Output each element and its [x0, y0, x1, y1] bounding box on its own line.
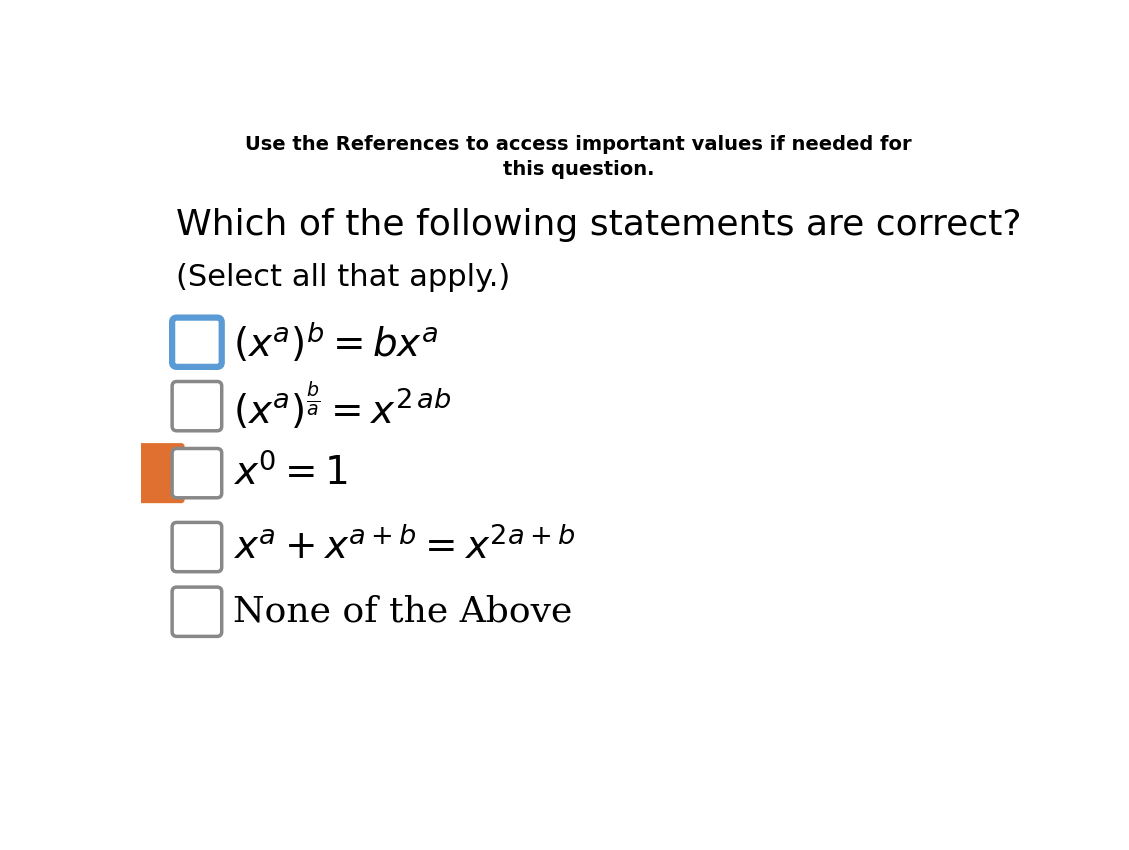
- Text: $x^0 = 1$: $x^0 = 1$: [233, 453, 348, 493]
- Text: Use the References to access important values if needed for: Use the References to access important v…: [245, 135, 912, 154]
- FancyBboxPatch shape: [172, 382, 221, 431]
- Text: (Select all that apply.): (Select all that apply.): [176, 263, 510, 292]
- FancyBboxPatch shape: [172, 318, 221, 367]
- Text: $(x^a)^b = bx^a$: $(x^a)^b = bx^a$: [233, 320, 438, 365]
- Text: $x^a + x^{a+b} = x^{2a+b}$: $x^a + x^{a+b} = x^{2a+b}$: [233, 527, 575, 567]
- FancyBboxPatch shape: [172, 523, 221, 572]
- Text: Which of the following statements are correct?: Which of the following statements are co…: [176, 208, 1022, 242]
- FancyBboxPatch shape: [172, 587, 221, 637]
- Text: $(x^a)^{\frac{b}{a}} = x^{2\,ab}$: $(x^a)^{\frac{b}{a}} = x^{2\,ab}$: [233, 380, 452, 432]
- Text: None of the Above: None of the Above: [233, 595, 572, 629]
- FancyBboxPatch shape: [138, 443, 184, 503]
- FancyBboxPatch shape: [172, 449, 221, 498]
- Text: this question.: this question.: [502, 161, 655, 179]
